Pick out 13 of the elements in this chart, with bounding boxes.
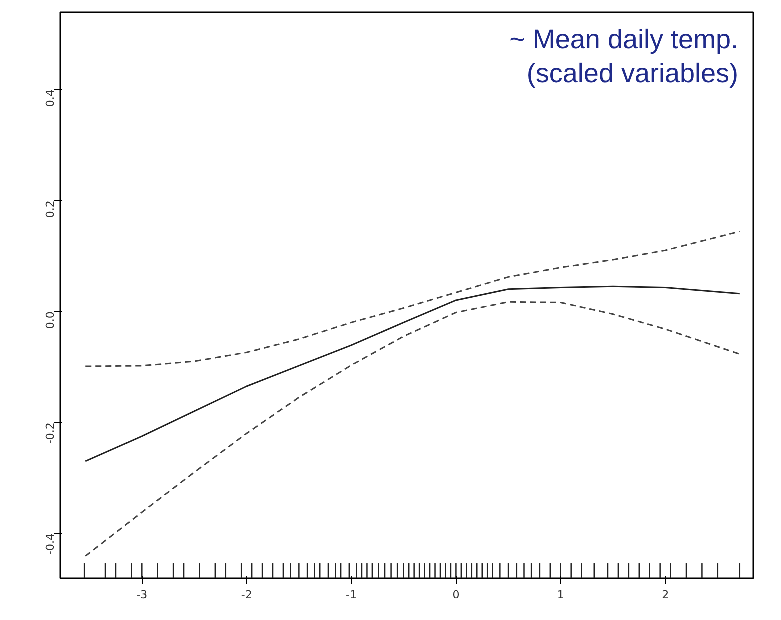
x-tick-label: 1	[557, 588, 564, 602]
x-tick-label: 0	[452, 588, 460, 602]
x-tick-label: 2	[662, 588, 670, 602]
y-tick-label: 0.4	[44, 90, 57, 108]
x-tick-label: -3	[136, 588, 148, 602]
x-tick-label: -2	[241, 588, 252, 602]
y-tick-label: -0.4	[44, 534, 57, 556]
y-tick-label: 0.2	[44, 200, 57, 218]
y-tick-label: -0.2	[44, 422, 57, 444]
y-tick-label: 0.0	[44, 312, 57, 330]
x-tick-label: -1	[346, 588, 358, 602]
annotation: (scaled variables)	[526, 58, 739, 88]
annotation: ~ Mean daily temp.	[510, 24, 739, 54]
